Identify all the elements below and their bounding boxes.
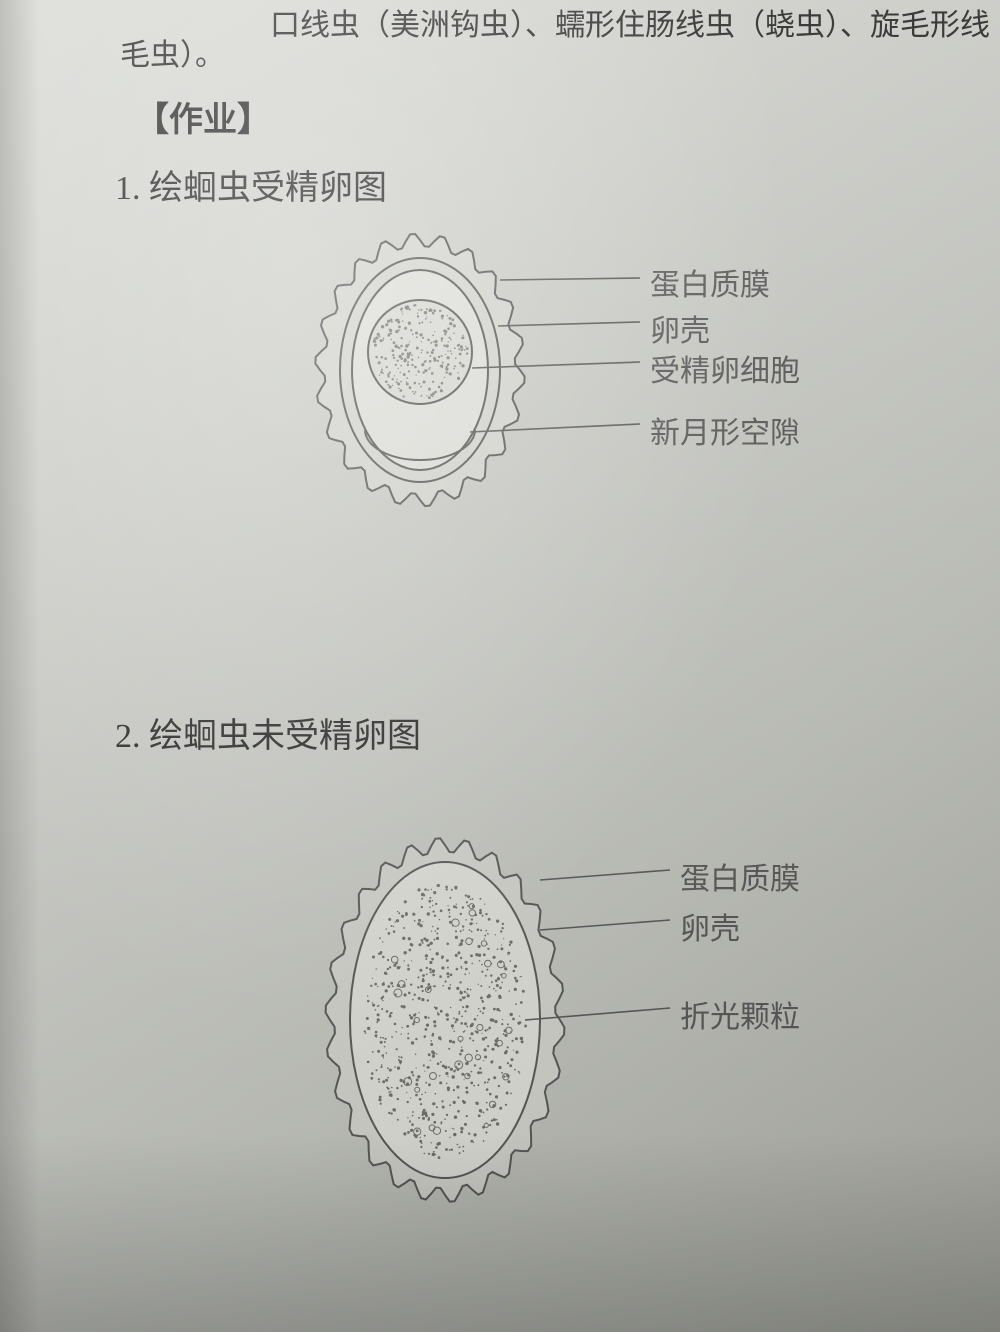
label-protein-membrane-2: 蛋白质膜 <box>680 854 800 898</box>
label-protein-membrane-1: 蛋白质膜 <box>650 260 770 304</box>
label-refractile-granules: 折光颗粒 <box>680 992 800 1036</box>
label-egg-shell-2: 卵壳 <box>680 904 740 948</box>
question-2-title: 2. 绘蛔虫未受精卵图 <box>115 708 421 757</box>
label-egg-shell-1: 卵壳 <box>650 306 710 350</box>
page-shadow-bottom <box>0 1132 1000 1332</box>
top-fragment-line2: 毛虫）。 <box>120 30 225 74</box>
top-fragment-line1: 口线虫（美洲钩虫）、蠕形住肠线虫（蛲虫）、旋毛形线 <box>270 0 990 44</box>
label-fertilized-cell: 受精卵细胞 <box>650 346 800 390</box>
homework-heading: 【作业】 <box>135 92 271 141</box>
label-crescent-space: 新月形空隙 <box>650 408 800 452</box>
page-root: 口线虫（美洲钩虫）、蠕形住肠线虫（蛲虫）、旋毛形线 毛虫）。 【作业】 1. 绘… <box>0 0 1000 1332</box>
question-1-title: 1. 绘蛔虫受精卵图 <box>115 160 387 209</box>
page-shadow-left <box>0 0 40 1332</box>
